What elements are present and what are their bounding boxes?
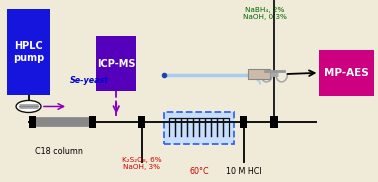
- Text: ICP-MS: ICP-MS: [97, 59, 135, 69]
- Text: K₂S₂O₈, 6%
NaOH, 3%: K₂S₂O₈, 6% NaOH, 3%: [122, 157, 161, 170]
- Text: C18 column: C18 column: [35, 147, 82, 156]
- FancyBboxPatch shape: [89, 116, 96, 128]
- FancyBboxPatch shape: [29, 116, 36, 128]
- FancyBboxPatch shape: [270, 116, 278, 128]
- FancyBboxPatch shape: [240, 116, 247, 128]
- Text: HPLC
pump: HPLC pump: [13, 41, 44, 63]
- FancyBboxPatch shape: [164, 112, 234, 144]
- FancyBboxPatch shape: [96, 36, 136, 91]
- FancyBboxPatch shape: [319, 50, 374, 96]
- Text: 10 M HCl: 10 M HCl: [226, 167, 262, 176]
- FancyBboxPatch shape: [138, 116, 145, 128]
- FancyBboxPatch shape: [7, 9, 50, 95]
- Text: MP-AES: MP-AES: [324, 68, 369, 78]
- FancyBboxPatch shape: [248, 69, 270, 79]
- Text: NaBH₄, 2%
NaOH, 0.3%: NaBH₄, 2% NaOH, 0.3%: [243, 7, 287, 20]
- Text: Se-yeast: Se-yeast: [70, 76, 109, 86]
- Circle shape: [16, 100, 41, 112]
- Text: 60°C: 60°C: [189, 167, 209, 176]
